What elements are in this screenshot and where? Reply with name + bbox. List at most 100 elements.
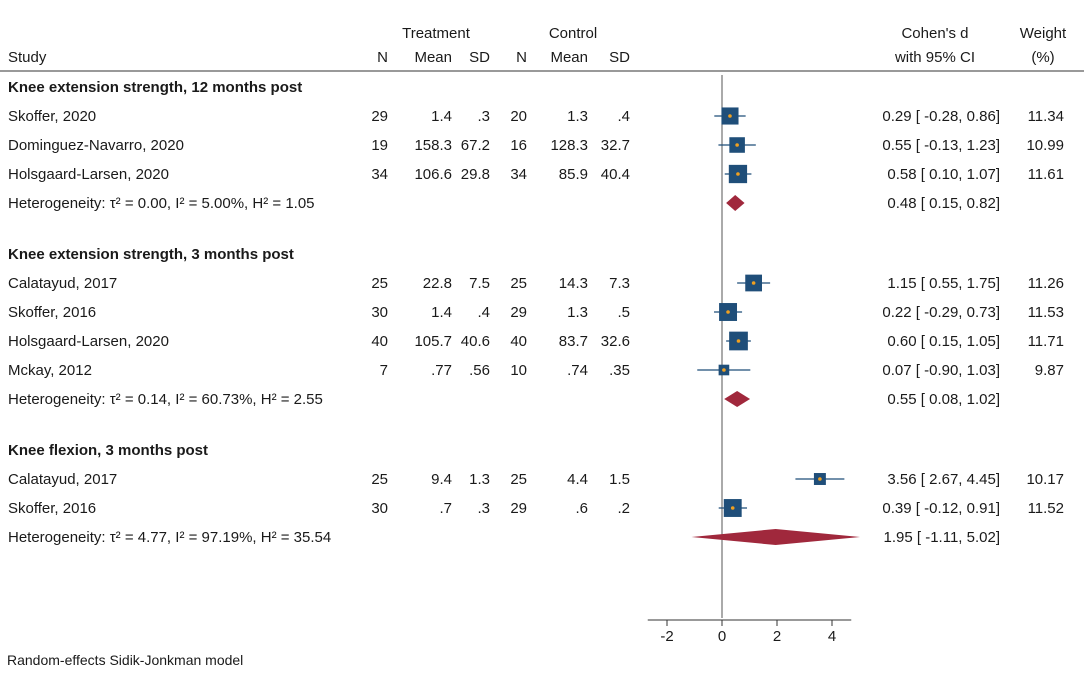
study-c-n: 20 [510,108,527,125]
study-c-n: 10 [510,362,527,379]
model-footnote: Random-effects Sidik-Jonkman model [7,652,244,668]
study-c-n: 16 [510,137,527,154]
header-treatment-sd: SD [469,49,490,66]
study-t-sd: .4 [477,304,490,321]
study-name: Holsgaard-Larsen, 2020 [8,333,169,350]
study-ci-text: 0.07 [ -0.90, 1.03] [882,362,1000,379]
header-control-sd: SD [609,49,630,66]
study-c-n: 34 [510,166,527,183]
x-axis: -2 0 2 4 [647,619,852,645]
study-c-sd: .35 [609,362,630,379]
effect-point [722,368,726,372]
effect-point [726,310,730,314]
study-weight: 9.87 [1035,362,1064,379]
study-name: Mckay, 2012 [8,362,92,379]
study-name: Dominguez-Navarro, 2020 [8,137,184,154]
study-weight: 11.34 [1028,108,1064,125]
study-t-n: 25 [371,275,388,292]
study-t-mean: .7 [439,500,452,517]
pooled-ci-text: 1.95 [ -1.11, 5.02] [884,529,1000,546]
study-weight: 11.71 [1028,333,1064,350]
study-c-mean: 1.3 [567,304,588,321]
study-t-sd: 40.6 [461,333,490,350]
study-c-n: 29 [510,500,527,517]
study-c-sd: .2 [617,500,630,517]
header-control-n: N [516,49,527,66]
study-c-n: 25 [510,471,527,488]
study-weight: 11.61 [1028,166,1064,183]
study-c-sd: 32.7 [601,137,630,154]
study-name: Skoffer, 2016 [8,304,96,321]
study-t-sd: 29.8 [461,166,490,183]
forest-rows: Knee extension strength, 12 months post S… [8,79,1064,546]
study-t-mean: 106.6 [414,166,452,183]
effect-point [736,172,740,176]
study-t-sd: .56 [469,362,490,379]
header-study: Study [8,49,47,66]
group-title: Knee flexion, 3 months post [8,442,208,459]
x-tick-label: -2 [660,628,673,645]
header-control: Control [549,25,597,42]
study-t-mean: 105.7 [414,333,452,350]
group-title: Knee extension strength, 3 months post [8,246,294,263]
study-t-sd: 67.2 [461,137,490,154]
group-title: Knee extension strength, 12 months post [8,79,302,96]
x-tick-label: 2 [773,628,781,645]
study-ci-text: 0.58 [ 0.10, 1.07] [887,166,1000,183]
study-t-n: 34 [371,166,388,183]
study-t-n: 19 [371,137,388,154]
x-tick-label: 0 [718,628,726,645]
effect-point [735,143,739,147]
study-c-mean: .6 [575,500,588,517]
heterogeneity-text: Heterogeneity: τ² = 0.00, I² = 5.00%, H²… [8,195,315,212]
study-name: Holsgaard-Larsen, 2020 [8,166,169,183]
heterogeneity-text: Heterogeneity: τ² = 4.77, I² = 97.19%, H… [8,529,331,546]
study-ci-text: 0.29 [ -0.28, 0.86] [882,108,1000,125]
study-c-mean: 83.7 [559,333,588,350]
header-effect-line2: with 95% CI [894,49,975,66]
effect-point [818,477,822,481]
study-c-mean: 4.4 [567,471,588,488]
header-weight-line1: Weight [1020,25,1067,42]
study-t-mean: 1.4 [431,108,452,125]
effect-point [728,114,732,118]
study-t-sd: 7.5 [469,275,490,292]
effect-point [730,506,735,510]
study-c-n: 40 [510,333,527,350]
effect-point [736,339,741,343]
study-c-mean: .74 [567,362,588,379]
x-tick-label: 4 [828,628,836,645]
study-weight: 11.53 [1028,304,1064,321]
study-ci-text: 0.60 [ 0.15, 1.05] [887,333,1000,350]
study-c-mean: 85.9 [559,166,588,183]
header-treatment: Treatment [402,25,471,42]
study-name: Calatayud, 2017 [8,471,117,488]
study-c-sd: 32.6 [601,333,630,350]
header-weight-line2: (%) [1031,49,1054,66]
study-t-sd: .3 [477,108,490,125]
study-c-mean: 1.3 [567,108,588,125]
header-treatment-mean: Mean [414,49,452,66]
effect-point [751,281,756,285]
study-t-n: 30 [371,304,388,321]
study-weight: 10.99 [1026,137,1064,154]
study-t-n: 25 [371,471,388,488]
study-ci-text: 1.15 [ 0.55, 1.75] [887,275,1000,292]
header-control-mean: Mean [550,49,588,66]
study-t-mean: .77 [431,362,452,379]
study-c-sd: .5 [617,304,630,321]
study-name: Skoffer, 2020 [8,108,96,125]
study-t-mean: 22.8 [423,275,452,292]
study-ci-text: 3.56 [ 2.67, 4.45] [887,471,1000,488]
pooled-ci-text: 0.55 [ 0.08, 1.02] [887,391,1000,408]
study-c-sd: .4 [617,108,630,125]
pooled-diamond [724,391,751,407]
study-t-n: 7 [380,362,388,379]
header-treatment-n: N [377,49,388,66]
study-t-n: 29 [371,108,388,125]
study-c-sd: 40.4 [601,166,630,183]
study-c-sd: 7.3 [609,275,630,292]
study-c-n: 25 [510,275,527,292]
study-t-n: 40 [371,333,388,350]
